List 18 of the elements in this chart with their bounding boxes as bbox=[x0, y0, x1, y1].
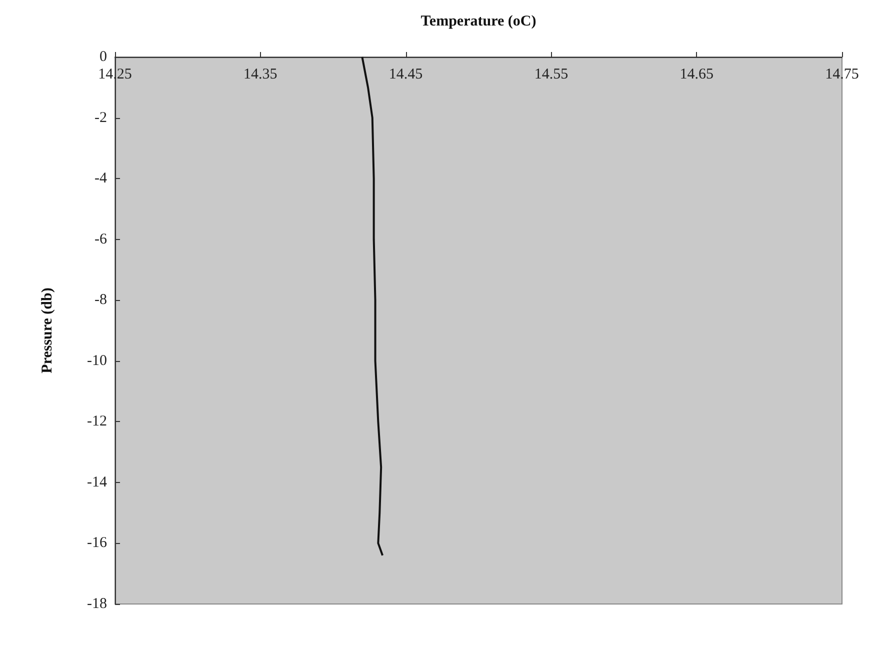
y-tick-label: -8 bbox=[94, 292, 107, 308]
y-axis-title: Pressure (db) bbox=[40, 288, 56, 374]
y-tick-label: -6 bbox=[94, 231, 108, 248]
x-tick-label: 14.35 bbox=[244, 66, 278, 82]
y-tick-label: -16 bbox=[87, 535, 108, 552]
x-tick-label: 14.45 bbox=[388, 66, 423, 82]
x-axis-title: Temperature (oC) bbox=[420, 14, 536, 30]
y-tick-label: 0 bbox=[100, 49, 107, 65]
x-tick-label: 14.65 bbox=[680, 66, 714, 82]
y-tick-label: -14 bbox=[87, 474, 108, 490]
y-tick-label: -18 bbox=[87, 596, 107, 612]
line-series bbox=[361, 56, 384, 556]
y-tick-label: -4 bbox=[94, 170, 108, 187]
y-tick-label: -10 bbox=[87, 352, 107, 369]
x-tick-label: 14.55 bbox=[534, 66, 568, 82]
y-tick-label: -2 bbox=[94, 110, 107, 126]
y-tick-label: -12 bbox=[87, 414, 107, 430]
x-tick-label: 14.75 bbox=[825, 66, 859, 82]
